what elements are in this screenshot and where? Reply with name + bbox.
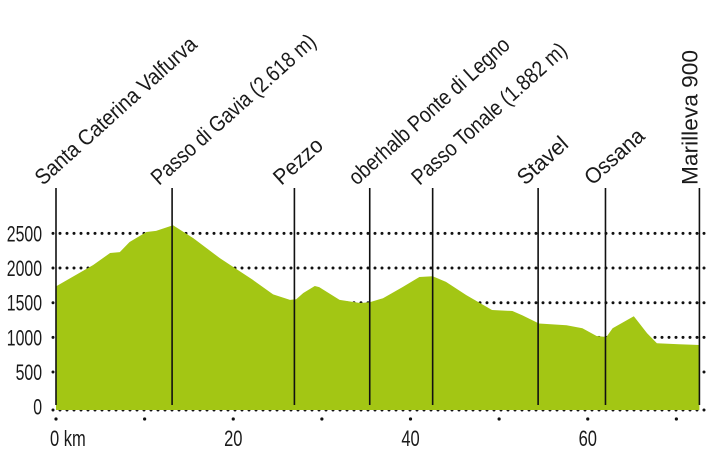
elevation-area: [56, 225, 700, 410]
waypoint-label: Pezzo: [268, 132, 328, 189]
y-tick-label: 2500: [7, 223, 42, 247]
x-minor-tick: [320, 417, 324, 421]
y-tick-label: 2000: [7, 258, 42, 282]
x-tick-mark: [54, 417, 58, 421]
x-tick-label: 20: [224, 427, 243, 452]
y-tick-label: 0: [33, 396, 42, 420]
x-tick-mark: [231, 417, 235, 421]
x-minor-tick: [674, 417, 678, 421]
x-minor-tick: [143, 417, 147, 421]
waypoint-label: Marilleva 900: [677, 50, 702, 185]
waypoint-label: Stavel: [512, 131, 573, 190]
y-tick-label: 1000: [7, 327, 42, 351]
x-minor-tick: [497, 417, 501, 421]
x-axis: 0 km 20 40 60: [50, 417, 678, 452]
waypoint-label: Ossana: [579, 122, 650, 189]
x-tick-mark: [586, 417, 590, 421]
y-tick-label: 500: [16, 362, 42, 386]
x-tick-label: 0 km: [50, 427, 86, 452]
y-axis: 0 500 1000 1500 2000 2500: [7, 223, 42, 420]
y-tick-label: 1500: [7, 292, 42, 316]
x-tick-mark: [408, 417, 413, 421]
x-tick-label: 40: [401, 427, 420, 452]
x-tick-label: 60: [579, 427, 598, 452]
